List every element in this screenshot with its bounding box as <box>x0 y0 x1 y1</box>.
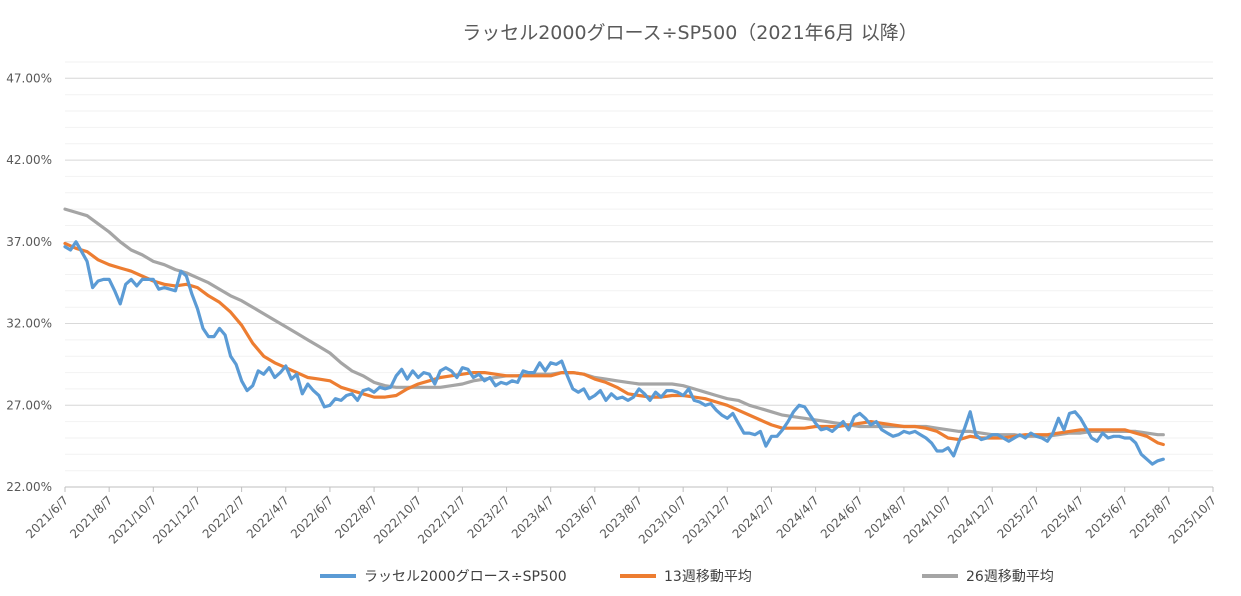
x-tick-label: 2022/12/7 <box>415 493 468 546</box>
legend-swatch <box>620 574 656 578</box>
series-lines <box>63 207 1165 466</box>
legend-swatch <box>922 574 958 578</box>
x-tick-label: 2025/10/7 <box>1166 493 1219 546</box>
legend-label: ラッセル2000グロース÷SP500 <box>364 569 567 585</box>
chart-title: ラッセル2000グロース÷SP500（2021年6月 以降） <box>462 22 918 44</box>
series-line-1 <box>63 241 1165 447</box>
x-tick-label: 2021/12/7 <box>150 493 203 546</box>
y-tick-label: 22.00% <box>6 480 52 494</box>
legend-label: 13週移動平均 <box>664 569 752 585</box>
x-tick-label: 2023/12/7 <box>680 493 733 546</box>
x-tick-label: 2024/12/7 <box>945 493 998 546</box>
y-tick-label: 47.00% <box>6 71 52 85</box>
x-tick-label: 2025/6/7 <box>1083 493 1131 541</box>
x-tick-label: 2021/6/7 <box>23 493 71 541</box>
x-tick-label: 2023/4/7 <box>509 493 557 541</box>
series-line-0 <box>63 240 1165 466</box>
x-tick-label: 2022/4/7 <box>244 493 292 541</box>
x-tick-label: 2024/2/7 <box>730 493 778 541</box>
x-tick-label: 2022/6/7 <box>288 493 336 541</box>
legend-swatch <box>320 574 356 578</box>
legend-label: 26週移動平均 <box>966 569 1054 585</box>
x-tick-label: 2022/2/7 <box>200 493 248 541</box>
legend-item-2: 26週移動平均 <box>922 566 1054 586</box>
x-tick-label: 2023/2/7 <box>465 493 513 541</box>
x-tick-label: 2023/6/7 <box>553 493 601 541</box>
y-tick-label: 32.00% <box>6 317 52 331</box>
y-tick-label: 37.00% <box>6 235 52 249</box>
legend-item-0: ラッセル2000グロース÷SP500 <box>320 566 567 586</box>
series-line-2 <box>63 207 1165 438</box>
y-axis-ticks: 22.00% 27.00% 32.00% 37.00% 42.00% 47.00% <box>6 71 52 494</box>
legend-item-1: 13週移動平均 <box>620 566 752 586</box>
y-tick-label: 27.00% <box>6 398 52 412</box>
x-tick-label: 2024/6/7 <box>818 493 866 541</box>
x-tick-label: 2024/4/7 <box>774 493 822 541</box>
x-axis: 2021/6/72021/8/72021/10/72021/12/72022/2… <box>23 486 1219 547</box>
x-tick-label: 2025/4/7 <box>1039 493 1087 541</box>
x-tick-label: 2025/2/7 <box>994 493 1042 541</box>
y-tick-label: 42.00% <box>6 153 52 167</box>
gridlines <box>65 61 1213 488</box>
